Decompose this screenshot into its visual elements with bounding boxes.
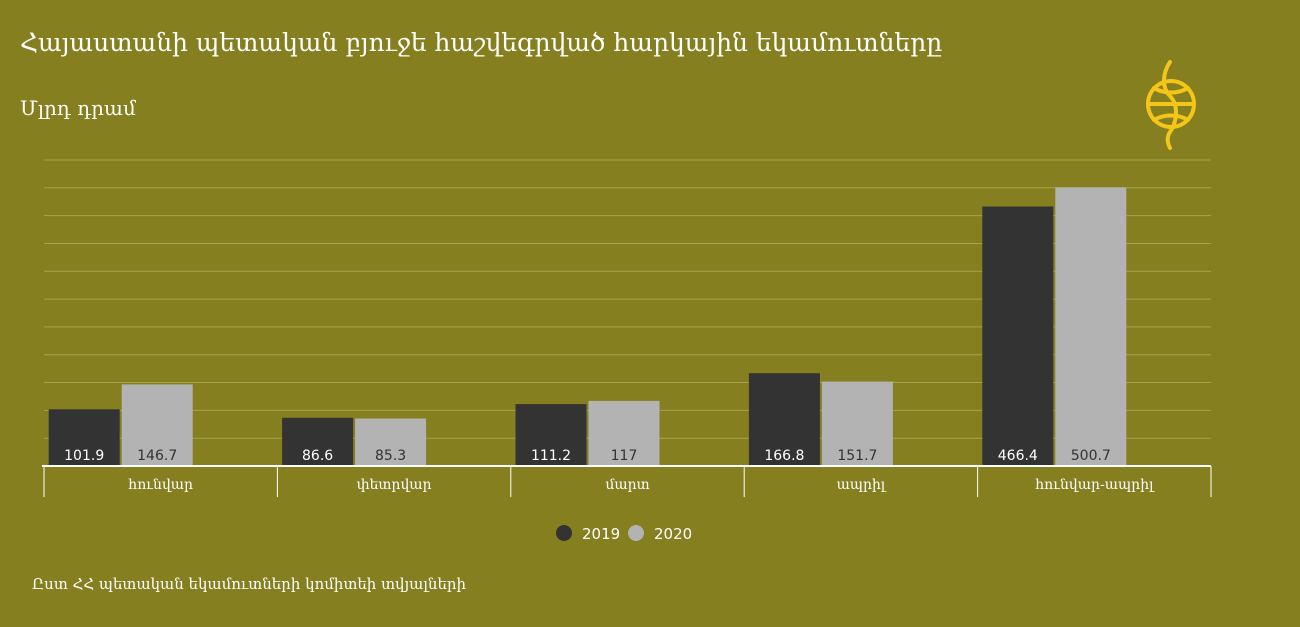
legend-swatch-2020	[628, 525, 644, 541]
data-label: 101.9	[64, 448, 104, 464]
bar-2019-4	[982, 206, 1054, 466]
bar-2020-1	[355, 418, 427, 466]
bars: 101.9 146.7 86.6 85.3 111.2 117 166.8 151.7 466.…	[48, 187, 1127, 466]
data-label: 117	[611, 448, 638, 464]
legend: 2019 2020	[556, 525, 692, 543]
bar-2019-0	[48, 409, 120, 466]
bar-2020-2	[588, 400, 660, 466]
data-label: 111.2	[531, 448, 571, 464]
data-label: 466.4	[998, 448, 1038, 464]
data-label: 166.8	[764, 448, 804, 464]
bar-2020-0	[121, 384, 193, 466]
x-axis: հունվար փետրվար մարտ ապրիլ հունվար-ապրիլ	[42, 465, 1212, 497]
x-tick-label: հունվար-ապրիլ	[1035, 477, 1155, 493]
publisher-logo-icon	[1146, 60, 1196, 150]
data-label: 500.7	[1071, 448, 1111, 464]
legend-label-2020: 2020	[654, 525, 692, 543]
bar-2019-2	[515, 404, 587, 466]
x-tick-label: մարտ	[605, 477, 649, 493]
x-tick-label: հունվար	[128, 477, 193, 493]
source-note: Ըստ ՀՀ պետական եկամուտների կոմիտեի տվյալ…	[32, 575, 467, 593]
bar-2020-4	[1055, 187, 1127, 466]
data-label: 86.6	[302, 448, 333, 464]
legend-swatch-2019	[556, 525, 572, 541]
chart-title: Հայաստանի պետական բյուջե հաշվեգրված հարկ…	[20, 28, 943, 57]
data-label: 146.7	[137, 448, 177, 464]
chart-unit-label: Մլրդ դրամ	[20, 96, 136, 120]
bar-2020-3	[821, 381, 893, 466]
data-label: 85.3	[375, 448, 406, 464]
bar-2019-1	[282, 417, 354, 466]
x-tick-label: փետրվար	[357, 477, 432, 493]
bar-2019-3	[748, 373, 820, 466]
data-label: 151.7	[837, 448, 877, 464]
x-tick-label: ապրիլ	[837, 477, 887, 493]
legend-label-2019: 2019	[582, 525, 620, 543]
